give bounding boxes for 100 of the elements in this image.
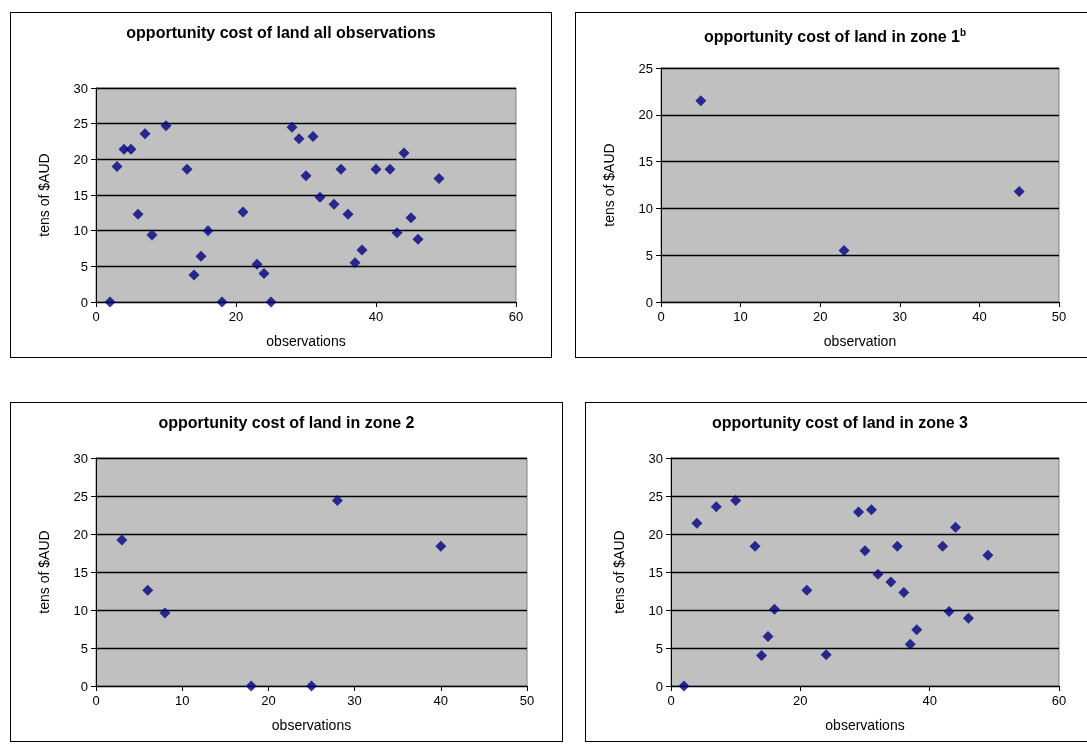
point bbox=[801, 584, 813, 596]
y-tick-label: 10 bbox=[648, 602, 663, 618]
y-tick-label: 25 bbox=[638, 60, 653, 76]
point bbox=[356, 244, 368, 256]
x-tick-label: 40 bbox=[433, 693, 449, 708]
point bbox=[342, 208, 354, 220]
y-tick-label: 20 bbox=[73, 151, 88, 167]
point bbox=[349, 257, 361, 269]
x-tick-label: 30 bbox=[892, 309, 908, 324]
point bbox=[691, 517, 703, 529]
point bbox=[370, 163, 382, 175]
y-tick-label: 20 bbox=[638, 107, 653, 123]
point bbox=[335, 163, 347, 175]
y-tick-label: 10 bbox=[73, 602, 88, 618]
point bbox=[384, 163, 396, 175]
x-tick-label: 20 bbox=[228, 309, 244, 324]
point bbox=[245, 680, 257, 692]
x-tick-label: 40 bbox=[972, 309, 987, 324]
point bbox=[710, 501, 722, 513]
point bbox=[937, 540, 949, 552]
y-tick-label: 15 bbox=[73, 187, 88, 203]
x-tick-label: 40 bbox=[922, 693, 937, 708]
point bbox=[838, 245, 850, 257]
point bbox=[412, 233, 424, 245]
y-tick-label: 0 bbox=[80, 294, 88, 310]
y-tick-label: 25 bbox=[73, 116, 88, 132]
y-tick-label: 5 bbox=[655, 640, 663, 656]
x-axis-title: observations bbox=[271, 717, 352, 733]
x-axis-title: observations bbox=[266, 333, 346, 349]
point bbox=[258, 267, 270, 279]
y-tick-label: 5 bbox=[80, 640, 88, 656]
point bbox=[820, 649, 832, 661]
y-axis-title: tens of $AUD bbox=[36, 530, 52, 614]
y-tick-label: 15 bbox=[73, 564, 88, 580]
chart-title: opportunity cost of land in zone 3 bbox=[711, 413, 969, 432]
point bbox=[950, 521, 962, 533]
point bbox=[398, 147, 410, 159]
point bbox=[433, 173, 445, 185]
point bbox=[132, 208, 144, 220]
point bbox=[265, 296, 277, 308]
chart-title: opportunity cost of land in zone 1$^{b}$ bbox=[702, 26, 968, 47]
point bbox=[898, 587, 910, 599]
x-tick-label: 60 bbox=[1051, 693, 1067, 708]
point bbox=[1013, 186, 1025, 198]
y-tick-label: 20 bbox=[73, 526, 88, 542]
point bbox=[982, 549, 994, 561]
point bbox=[181, 163, 193, 175]
x-tick-label: 0 bbox=[667, 693, 675, 708]
y-tick-label: 15 bbox=[648, 564, 663, 580]
point bbox=[216, 296, 228, 308]
point bbox=[300, 170, 312, 182]
point bbox=[865, 504, 877, 516]
point bbox=[943, 606, 955, 618]
point bbox=[885, 576, 897, 588]
point bbox=[762, 631, 774, 643]
x-tick-label: 50 bbox=[519, 693, 535, 708]
point bbox=[306, 680, 317, 692]
point bbox=[139, 128, 151, 140]
y-tick-label: 15 bbox=[638, 154, 653, 170]
y-tick-label: 10 bbox=[638, 200, 653, 216]
y-tick-label: 30 bbox=[648, 450, 663, 466]
point bbox=[911, 624, 923, 636]
x-tick-label: 20 bbox=[261, 693, 276, 708]
y-tick-label: 5 bbox=[645, 247, 653, 263]
point bbox=[853, 506, 865, 518]
point bbox=[293, 133, 305, 145]
x-tick-label: 10 bbox=[174, 693, 190, 708]
x-tick-label: 50 bbox=[1051, 309, 1067, 324]
chart-title: opportunity cost of land in zone 2 bbox=[157, 413, 416, 432]
point bbox=[678, 680, 690, 692]
point bbox=[859, 545, 871, 557]
point bbox=[756, 650, 768, 662]
point bbox=[111, 160, 123, 172]
point bbox=[891, 540, 903, 552]
y-tick-label: 25 bbox=[73, 488, 88, 504]
point bbox=[286, 121, 298, 133]
point bbox=[962, 612, 974, 624]
x-tick-label: 0 bbox=[92, 693, 100, 708]
y-tick-label: 30 bbox=[73, 80, 88, 96]
x-tick-label: 60 bbox=[508, 309, 524, 324]
point bbox=[125, 143, 137, 155]
point bbox=[160, 120, 172, 132]
point bbox=[159, 607, 171, 619]
chart-title: opportunity cost of land all observations bbox=[125, 23, 437, 42]
x-tick-label: 0 bbox=[92, 309, 100, 324]
y-axis-title: tens of $AUD bbox=[36, 153, 52, 237]
point bbox=[307, 131, 319, 143]
x-tick-label: 40 bbox=[368, 309, 384, 324]
point bbox=[146, 229, 158, 241]
y-tick-label: 0 bbox=[80, 678, 88, 694]
point bbox=[768, 603, 780, 615]
y-tick-label: 5 bbox=[80, 258, 88, 274]
point bbox=[142, 584, 154, 596]
point bbox=[251, 258, 263, 270]
point bbox=[116, 534, 128, 546]
x-tick-label: 10 bbox=[733, 309, 748, 324]
point bbox=[435, 540, 447, 552]
point bbox=[237, 206, 249, 218]
point bbox=[749, 540, 761, 552]
y-tick-label: 20 bbox=[648, 526, 663, 542]
